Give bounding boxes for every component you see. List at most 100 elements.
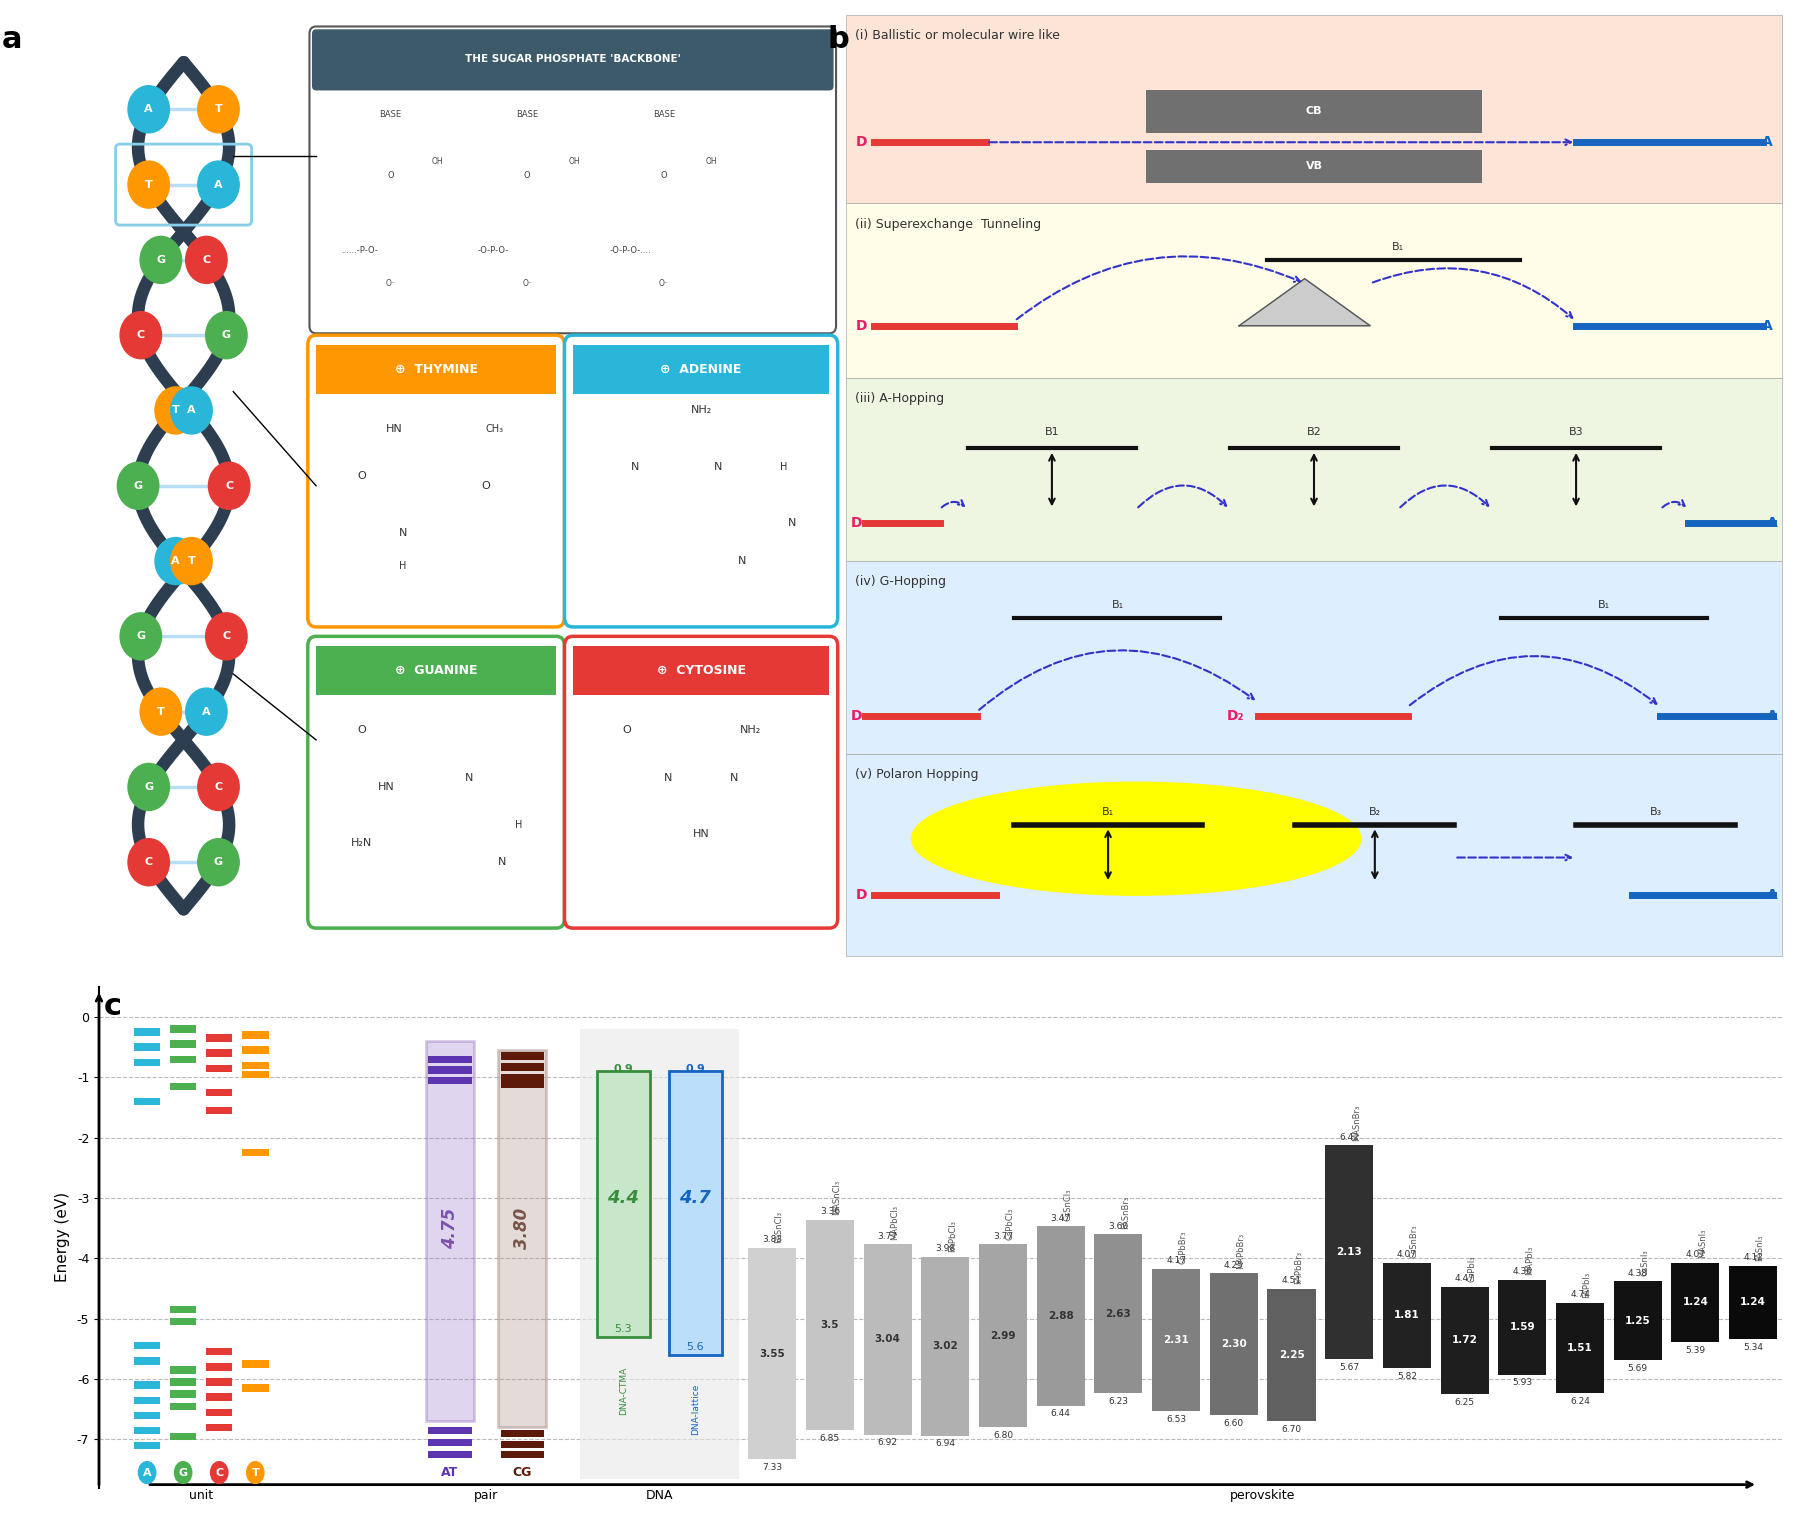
FancyBboxPatch shape	[310, 26, 835, 334]
Bar	[1152, 1269, 1201, 1412]
Text: 3.04: 3.04	[875, 1334, 900, 1345]
Bar	[806, 1219, 853, 1430]
Text: 4.38: 4.38	[1627, 1269, 1647, 1278]
Text: CB: CB	[1305, 106, 1323, 117]
Text: 2.88: 2.88	[1048, 1312, 1073, 1321]
Bar	[133, 1028, 160, 1035]
Bar	[205, 1348, 232, 1356]
Bar	[205, 1363, 232, 1371]
Text: O: O	[356, 726, 365, 735]
Bar	[169, 1433, 196, 1441]
Text: 5.67: 5.67	[1339, 1363, 1359, 1372]
Text: 2.99: 2.99	[990, 1331, 1015, 1340]
Text: 5.34: 5.34	[1742, 1343, 1764, 1353]
Text: 1.24: 1.24	[1683, 1298, 1708, 1307]
Text: N: N	[400, 528, 407, 537]
Bar	[864, 1245, 911, 1435]
Circle shape	[198, 764, 239, 811]
Text: CsPbBr₃: CsPbBr₃	[1179, 1231, 1188, 1263]
Text: CG: CG	[513, 1466, 531, 1479]
Circle shape	[198, 85, 239, 134]
Text: A: A	[1762, 319, 1773, 332]
Bar	[169, 1366, 196, 1374]
Text: 3.77: 3.77	[878, 1231, 898, 1240]
Text: FAPbCl₃: FAPbCl₃	[949, 1220, 958, 1252]
Bar	[133, 1412, 160, 1419]
Text: unit: unit	[189, 1489, 212, 1501]
Circle shape	[140, 237, 182, 284]
Text: OH: OH	[569, 156, 580, 165]
Bar	[1440, 1287, 1489, 1394]
Bar	[133, 1098, 160, 1105]
Bar	[317, 645, 556, 695]
Y-axis label: Energy (eV): Energy (eV)	[54, 1192, 70, 1283]
Bar	[205, 1064, 232, 1072]
Text: ⊕  CYTOSINE: ⊕ CYTOSINE	[657, 663, 745, 677]
Circle shape	[171, 537, 212, 584]
Circle shape	[155, 387, 196, 434]
Bar	[169, 1403, 196, 1410]
Bar	[133, 1442, 160, 1450]
Circle shape	[185, 688, 227, 735]
Text: T: T	[144, 179, 153, 190]
Bar	[241, 1360, 268, 1368]
Text: OH: OH	[706, 156, 716, 165]
Text: HN: HN	[693, 829, 709, 839]
Text: A: A	[142, 1468, 151, 1477]
Bar	[922, 1257, 970, 1436]
Circle shape	[205, 613, 247, 660]
Ellipse shape	[911, 782, 1361, 896]
Text: G: G	[157, 255, 166, 264]
Text: B3: B3	[1570, 427, 1584, 437]
Bar	[205, 1394, 232, 1401]
Text: 4.25: 4.25	[1224, 1261, 1244, 1269]
Text: 3.60: 3.60	[1109, 1222, 1129, 1231]
Text: O⁻: O⁻	[385, 279, 396, 288]
Bar	[205, 1409, 232, 1416]
Bar	[428, 1427, 472, 1435]
Text: D: D	[851, 516, 862, 530]
Text: pair: pair	[473, 1489, 499, 1501]
Text: 5.39: 5.39	[1685, 1346, 1706, 1354]
Bar	[1615, 1281, 1661, 1360]
Bar	[205, 1088, 232, 1096]
Text: 5.82: 5.82	[1397, 1372, 1417, 1381]
Text: O⁻: O⁻	[522, 279, 533, 288]
Text: B₁: B₁	[1391, 243, 1404, 252]
Text: 6.80: 6.80	[994, 1431, 1013, 1441]
Bar	[1210, 1274, 1258, 1415]
Circle shape	[205, 311, 247, 358]
Text: 3.98: 3.98	[936, 1245, 956, 1254]
Circle shape	[247, 1462, 265, 1483]
Text: D: D	[855, 135, 868, 149]
Bar	[1382, 1263, 1431, 1368]
Circle shape	[185, 237, 227, 284]
Circle shape	[155, 537, 196, 584]
Bar	[749, 1248, 796, 1459]
Text: B1: B1	[1044, 427, 1058, 437]
Text: C: C	[144, 858, 153, 867]
Text: THE SUGAR PHOSPHATE 'BACKBONE': THE SUGAR PHOSPHATE 'BACKBONE'	[464, 55, 680, 64]
Bar	[572, 645, 830, 695]
Text: 6.42: 6.42	[1339, 1132, 1359, 1142]
Text: C: C	[225, 481, 234, 490]
Bar	[500, 1441, 544, 1448]
Text: MAPbCl₃: MAPbCl₃	[889, 1205, 898, 1240]
Text: 6.85: 6.85	[819, 1435, 841, 1444]
Text: N: N	[464, 773, 473, 782]
Bar	[1555, 1302, 1604, 1394]
Bar	[317, 345, 556, 393]
Bar	[500, 1063, 544, 1070]
Text: 3.36: 3.36	[819, 1207, 841, 1216]
Bar	[241, 1046, 268, 1053]
Text: 6.60: 6.60	[1224, 1419, 1244, 1428]
Bar	[205, 1034, 232, 1041]
Text: (i) Ballistic or molecular wire like: (i) Ballistic or molecular wire like	[855, 29, 1060, 43]
Text: C: C	[214, 782, 223, 792]
Bar	[670, 1072, 722, 1356]
Text: FAPbI₃: FAPbI₃	[1582, 1272, 1591, 1298]
Text: 3.83: 3.83	[761, 1236, 783, 1245]
Text: HN: HN	[387, 425, 403, 434]
Bar	[1094, 1234, 1143, 1394]
Text: MASnBr₃: MASnBr₃	[1352, 1105, 1361, 1140]
